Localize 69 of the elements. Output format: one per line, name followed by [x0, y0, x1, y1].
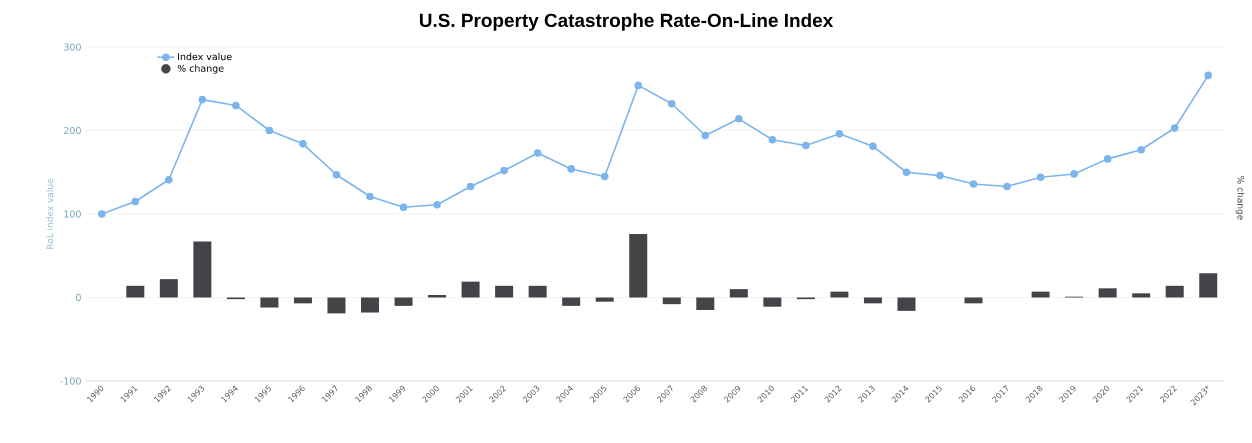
- point: [600, 172, 609, 181]
- point: [768, 135, 777, 144]
- point: [198, 95, 207, 104]
- bar: [361, 297, 379, 313]
- bar: [629, 234, 648, 298]
- point: [735, 115, 743, 123]
- point: [969, 180, 978, 188]
- point: [466, 182, 475, 191]
- point: [567, 165, 575, 173]
- point: [232, 101, 240, 110]
- point: [533, 149, 542, 157]
- bar: [1098, 288, 1117, 298]
- point: [433, 201, 441, 209]
- point: [1036, 173, 1045, 182]
- point: [332, 170, 341, 179]
- bar: [1199, 273, 1218, 298]
- bar: [1031, 291, 1050, 298]
- bar: [193, 241, 212, 298]
- bar: [327, 297, 346, 314]
- point: [835, 130, 844, 138]
- point: [366, 192, 374, 201]
- bar: [1132, 293, 1151, 298]
- point: [701, 131, 710, 140]
- point: [634, 81, 643, 90]
- point: [1137, 145, 1145, 154]
- bar: [562, 297, 581, 306]
- bar: [1165, 285, 1184, 298]
- legend-label: Index value: [178, 52, 232, 61]
- chart-title: U.S. Property Catastrophe Rate-On-Line Index: [419, 13, 834, 31]
- legend-label: % change: [177, 64, 224, 74]
- y-tick-label: 0: [76, 293, 81, 302]
- point: [165, 175, 173, 184]
- bar: [528, 285, 547, 298]
- point: [500, 166, 508, 175]
- y2-axis-title: % change: [1235, 176, 1245, 220]
- bar: [495, 285, 514, 298]
- bar: [159, 279, 178, 298]
- y-tick-label: 300: [64, 43, 81, 51]
- bar: [428, 295, 447, 298]
- bar: [696, 297, 715, 311]
- point: [97, 210, 106, 218]
- bar: [260, 297, 279, 308]
- point: [1170, 124, 1179, 132]
- bar: [763, 297, 782, 307]
- bar: [595, 297, 614, 302]
- y-tick-label: 200: [64, 126, 81, 135]
- point: [299, 140, 307, 148]
- point: [399, 203, 408, 212]
- point: [265, 126, 274, 135]
- point: [667, 99, 676, 108]
- bar: [729, 289, 748, 298]
- bar: [662, 297, 681, 305]
- point: [1003, 182, 1011, 191]
- point: [1204, 71, 1213, 80]
- point: [1070, 170, 1078, 178]
- bar: [394, 297, 413, 306]
- y-axis-title: RoL index value: [46, 178, 54, 249]
- point: [131, 197, 140, 206]
- y-tick-label: -100: [60, 377, 81, 385]
- point: [869, 142, 877, 151]
- y-tick-label: 100: [64, 210, 81, 218]
- point: [1103, 155, 1112, 163]
- point: [936, 171, 944, 180]
- point: [802, 141, 810, 150]
- point: [902, 168, 911, 177]
- bar: [830, 291, 849, 298]
- bar: [126, 285, 145, 298]
- bar: [897, 297, 916, 311]
- bar: [461, 281, 480, 298]
